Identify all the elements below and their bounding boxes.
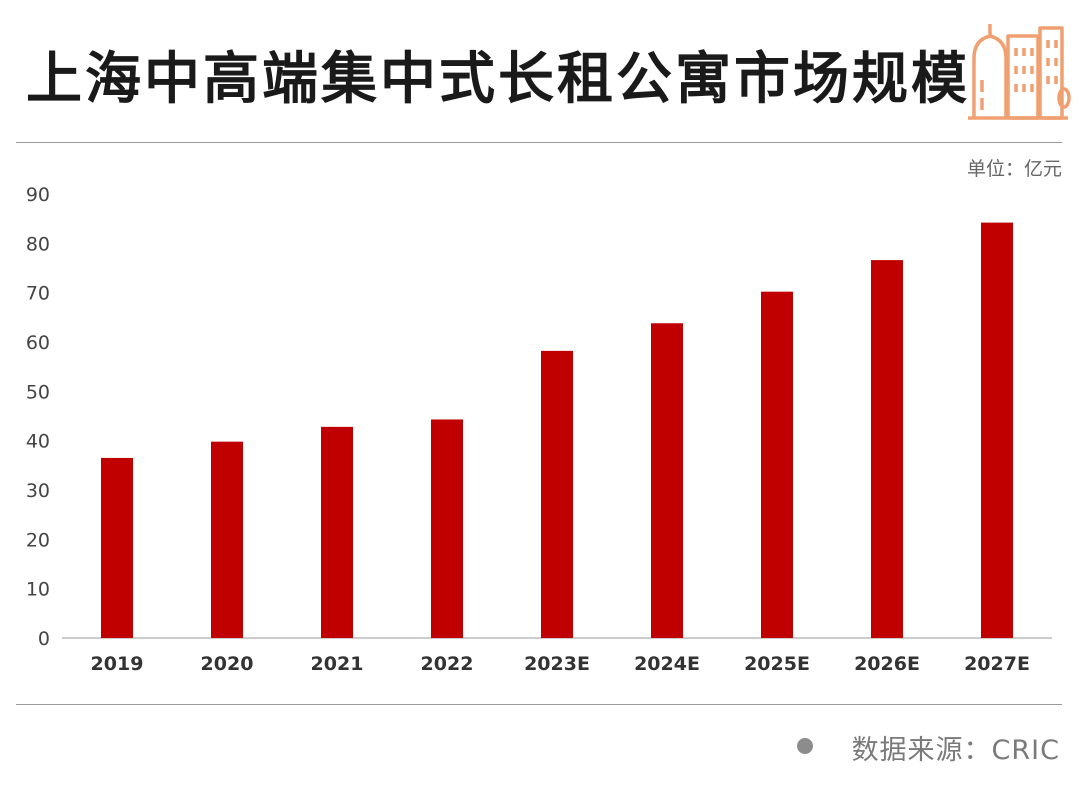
y-tick-label: 60 — [26, 332, 50, 354]
bar-2024E — [651, 323, 683, 638]
bar-2027E — [981, 222, 1013, 638]
source-bullet-icon — [797, 738, 813, 754]
y-tick-label: 30 — [26, 480, 50, 502]
y-tick-label: 70 — [26, 283, 50, 305]
header-divider — [16, 142, 1062, 143]
source-label: 数据来源：CRIC — [851, 735, 1060, 766]
bar-2019 — [101, 457, 133, 638]
y-tick-label: 90 — [26, 184, 50, 206]
x-tick-label: 2025E — [744, 653, 810, 675]
x-tick-label: 2023E — [524, 653, 590, 675]
building-icon — [968, 24, 1071, 120]
bar-2025E — [761, 291, 793, 638]
x-tick-label: 2024E — [634, 653, 700, 675]
unit-label: 单位：亿元 — [966, 158, 1062, 180]
y-tick-label: 50 — [26, 381, 50, 403]
x-tick-label: 2022 — [421, 653, 474, 675]
bar-chart: 0 10 20 30 40 50 60 70 80 90 2019 2020 2021 2022 2023E… — [26, 184, 1052, 675]
x-tick-label: 2019 — [91, 653, 144, 675]
x-tick-label: 2020 — [201, 653, 254, 675]
bar-2023E — [541, 350, 573, 638]
y-tick-label: 40 — [26, 431, 50, 453]
bar-2026E — [871, 260, 903, 638]
y-tick-label: 0 — [38, 628, 50, 650]
page-title: 上海中高端集中式长租公寓市场规模 — [26, 47, 970, 112]
x-tick-label: 2026E — [854, 653, 920, 675]
x-tick-label: 2027E — [964, 653, 1030, 675]
y-tick-label: 20 — [26, 529, 50, 551]
bar-2021 — [321, 426, 353, 638]
bar-2022 — [431, 419, 463, 638]
bar-2020 — [211, 441, 243, 638]
x-tick-label: 2021 — [311, 653, 364, 675]
footer-divider — [16, 704, 1062, 705]
y-tick-label: 80 — [26, 233, 50, 255]
y-tick-label: 10 — [26, 579, 50, 601]
